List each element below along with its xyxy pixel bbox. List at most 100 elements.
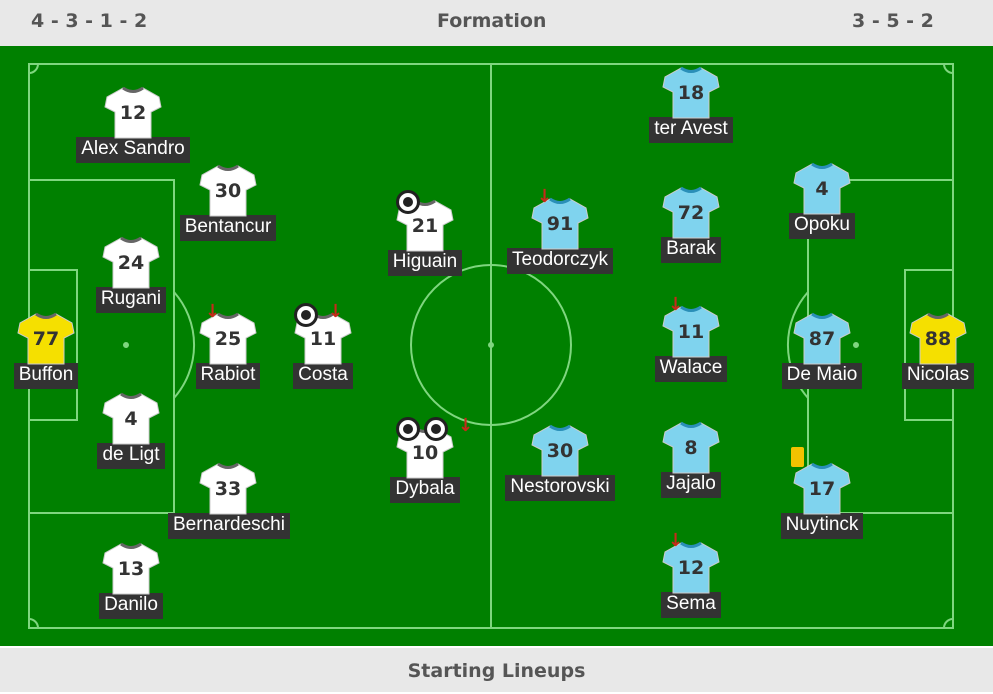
player-name: de Ligt [97,443,165,469]
player-name: Walace [654,356,728,382]
substitution-arrow-icon: ↓ [205,301,221,322]
player-name: Bernardeschi [168,513,290,539]
shirt-icon: 18 [662,65,720,119]
player-name: Rugani [95,287,167,313]
substitution-arrow-icon: ↓ [458,415,474,436]
shirt-number: 21 [411,215,439,237]
goal-ball-icon [294,303,318,327]
shirt-icon: 88 [909,311,967,365]
shirt-number: 18 [677,82,705,104]
player-name: Nestorovski [505,475,615,501]
away-player[interactable]: 18 ter Avest [631,65,751,143]
footer-label: Starting Lineups [407,660,586,682]
away-formation: 3 - 5 - 2 [852,10,934,32]
player-name: Opoku [789,213,855,239]
player-name: Nuytinck [780,513,864,539]
home-player[interactable]: 12 Alex Sandro [73,85,193,163]
player-name: Sema [661,592,721,618]
shirt-number: 33 [214,478,242,500]
player-name: Costa [293,363,353,389]
substitution-arrow-icon: ↓ [668,294,684,315]
home-player[interactable]: 24 Rugani [71,235,191,313]
shirt-icon: 72 [662,185,720,239]
shirt-icon: 33 [199,461,257,515]
shirt-icon: 24 [102,235,160,289]
shirt-number: 10 [411,442,439,464]
shirt-icon: ↓ 91 [531,188,589,250]
shirt-number: 30 [546,440,574,462]
home-player[interactable]: ↓ 25 Rabiot [168,303,288,389]
player-name: Jajalo [661,472,721,498]
pitch: 12 Alex Sandro 30 Bentancur 24 Rugani 77… [0,46,993,646]
shirt-icon: 87 [793,311,851,365]
yellow-card-icon [791,447,804,467]
player-name: Dybala [390,477,460,503]
away-player[interactable]: 4 Opoku [762,161,882,239]
home-player[interactable]: 30 Bentancur [168,163,288,241]
shirt-number: 12 [119,102,147,124]
shirt-icon: 21 [396,190,454,252]
shirt-number: 11 [677,321,705,343]
away-player[interactable]: 8 Jajalo [631,420,751,498]
goal-ball-icon [396,417,420,441]
away-player[interactable]: 17 Nuytinck [762,447,882,539]
substitution-arrow-icon: ↓ [537,186,553,207]
shirt-icon: 30 [199,163,257,217]
shirt-number: 87 [808,328,836,350]
starting-lineups-footer[interactable]: Starting Lineups [0,648,993,692]
shirt-icon: 30 [531,423,589,477]
shirt-number: 88 [924,328,952,350]
substitution-arrow-icon: ↓ [328,301,344,322]
goal-ball-icon [396,190,420,214]
shirt-icon: 12 [104,85,162,139]
player-name: Buffon [13,363,79,389]
home-player[interactable]: 13 Danilo [71,541,191,619]
substitution-arrow-icon: ↓ [668,530,684,551]
away-player[interactable]: 30 Nestorovski [500,423,620,501]
away-player[interactable]: ↓ 11 Walace [631,296,751,382]
shirt-icon: ↓ 11 [294,303,352,365]
away-player[interactable]: 87 De Maio [762,311,882,389]
shirt-number: 4 [815,178,829,200]
home-player[interactable]: ↓ 11 Costa [263,303,383,389]
away-player[interactable]: ↓ 12 Sema [631,532,751,618]
player-name: Alex Sandro [76,137,190,163]
shirt-icon: 4 [102,391,160,445]
formation-header: 4 - 3 - 1 - 2 Formation 3 - 5 - 2 [0,0,993,46]
shirt-number: 11 [309,328,337,350]
player-name: Rabiot [195,363,261,389]
shirt-number: 91 [546,213,574,235]
shirt-icon: ↓ 10 [396,417,473,479]
away-player[interactable]: 88 Nicolas [878,311,993,389]
shirt-icon: 17 [791,447,851,515]
home-player[interactable]: 4 de Ligt [71,391,191,469]
home-player[interactable]: 77 Buffon [0,311,106,389]
shirt-number: 13 [117,558,145,580]
player-name: ter Avest [649,117,733,143]
goal-ball-icon [424,417,448,441]
player-name: Barak [661,237,721,263]
shirt-number: 12 [677,557,705,579]
shirt-number: 77 [32,328,60,350]
home-player[interactable]: 33 Bernardeschi [168,461,290,539]
shirt-number: 4 [124,408,138,430]
formation-title: Formation [437,10,547,32]
player-name: De Maio [781,363,863,389]
home-formation: 4 - 3 - 1 - 2 [31,10,148,32]
shirt-number: 24 [117,252,145,274]
shirt-number: 72 [677,202,705,224]
shirt-number: 8 [684,437,698,459]
shirt-icon: ↓ 12 [662,532,720,594]
home-player[interactable]: ↓ 10 Dybala [365,417,485,503]
shirt-icon: 8 [662,420,720,474]
player-name: Danilo [99,593,163,619]
shirt-icon: ↓ 25 [199,303,257,365]
away-player[interactable]: 72 Barak [631,185,751,263]
shirt-number: 17 [808,478,836,500]
home-player[interactable]: 21 Higuain [365,190,485,276]
player-name: Higuain [387,250,463,276]
player-name: Teodorczyk [506,248,614,274]
away-player[interactable]: ↓ 91 Teodorczyk [500,188,620,274]
shirt-icon: 4 [793,161,851,215]
shirt-icon: 13 [102,541,160,595]
